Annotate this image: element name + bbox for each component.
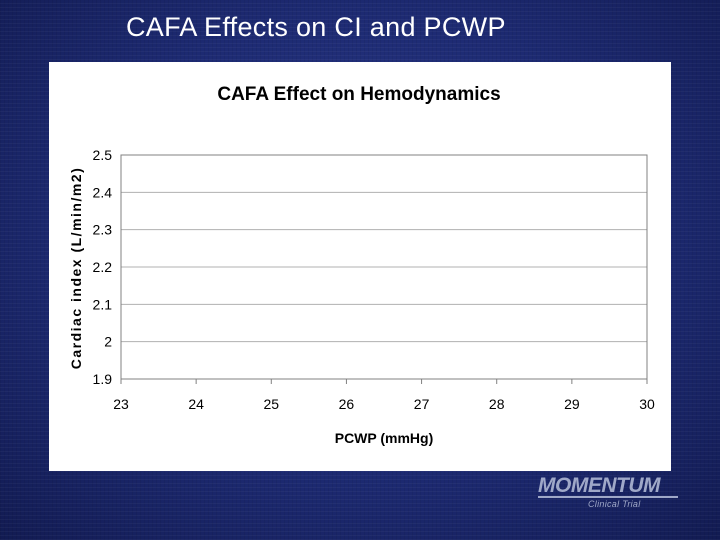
grid-lines — [121, 154, 647, 380]
y-tick-label: 2.5 — [93, 147, 113, 163]
y-tick-label: 1.9 — [93, 371, 113, 387]
chart-panel: CAFA Effect on Hemodynamics 1.9 2 2.1 2.2 2.… — [49, 62, 671, 471]
y-tick-labels: 1.9 2 2.1 2.2 2.3 2.4 2.5 — [93, 147, 113, 387]
x-tick-label: 24 — [188, 396, 204, 412]
y-tick-label: 2.1 — [93, 296, 113, 312]
logo-wordmark: MOMENTUM — [538, 474, 660, 497]
x-tick-label: 25 — [263, 396, 279, 412]
y-tick-label: 2 — [104, 334, 112, 350]
y-tick-label: 2.4 — [93, 184, 113, 200]
chart-title: CAFA Effect on Hemodynamics — [217, 84, 500, 105]
x-axis-label: PCWP (mmHg) — [335, 430, 434, 446]
y-tick-label: 2.3 — [93, 222, 113, 238]
x-tick-label: 26 — [339, 396, 355, 412]
x-tick-label: 28 — [489, 396, 505, 412]
plot-area-border — [120, 154, 648, 380]
y-axis-label: Cardiac index (L/min/m2) — [68, 167, 84, 369]
logo-underline — [538, 496, 678, 498]
logo-subtitle: Clinical Trial — [588, 499, 641, 509]
x-tick-labels: 23 24 25 26 27 28 29 30 — [113, 396, 655, 412]
x-tick-marks — [120, 379, 648, 384]
x-tick-label: 29 — [564, 396, 580, 412]
x-tick-label: 23 — [113, 396, 129, 412]
x-tick-label: 27 — [414, 396, 430, 412]
y-tick-label: 2.2 — [93, 259, 113, 275]
slide-title: CAFA Effects on CI and PCWP — [126, 12, 506, 42]
x-tick-label: 30 — [639, 396, 655, 412]
chart-svg: CAFA Effect on Hemodynamics 1.9 2 2.1 2.2 2.… — [68, 84, 655, 446]
momentum-logo: MOMENTUM Clinical Trial — [538, 474, 688, 514]
